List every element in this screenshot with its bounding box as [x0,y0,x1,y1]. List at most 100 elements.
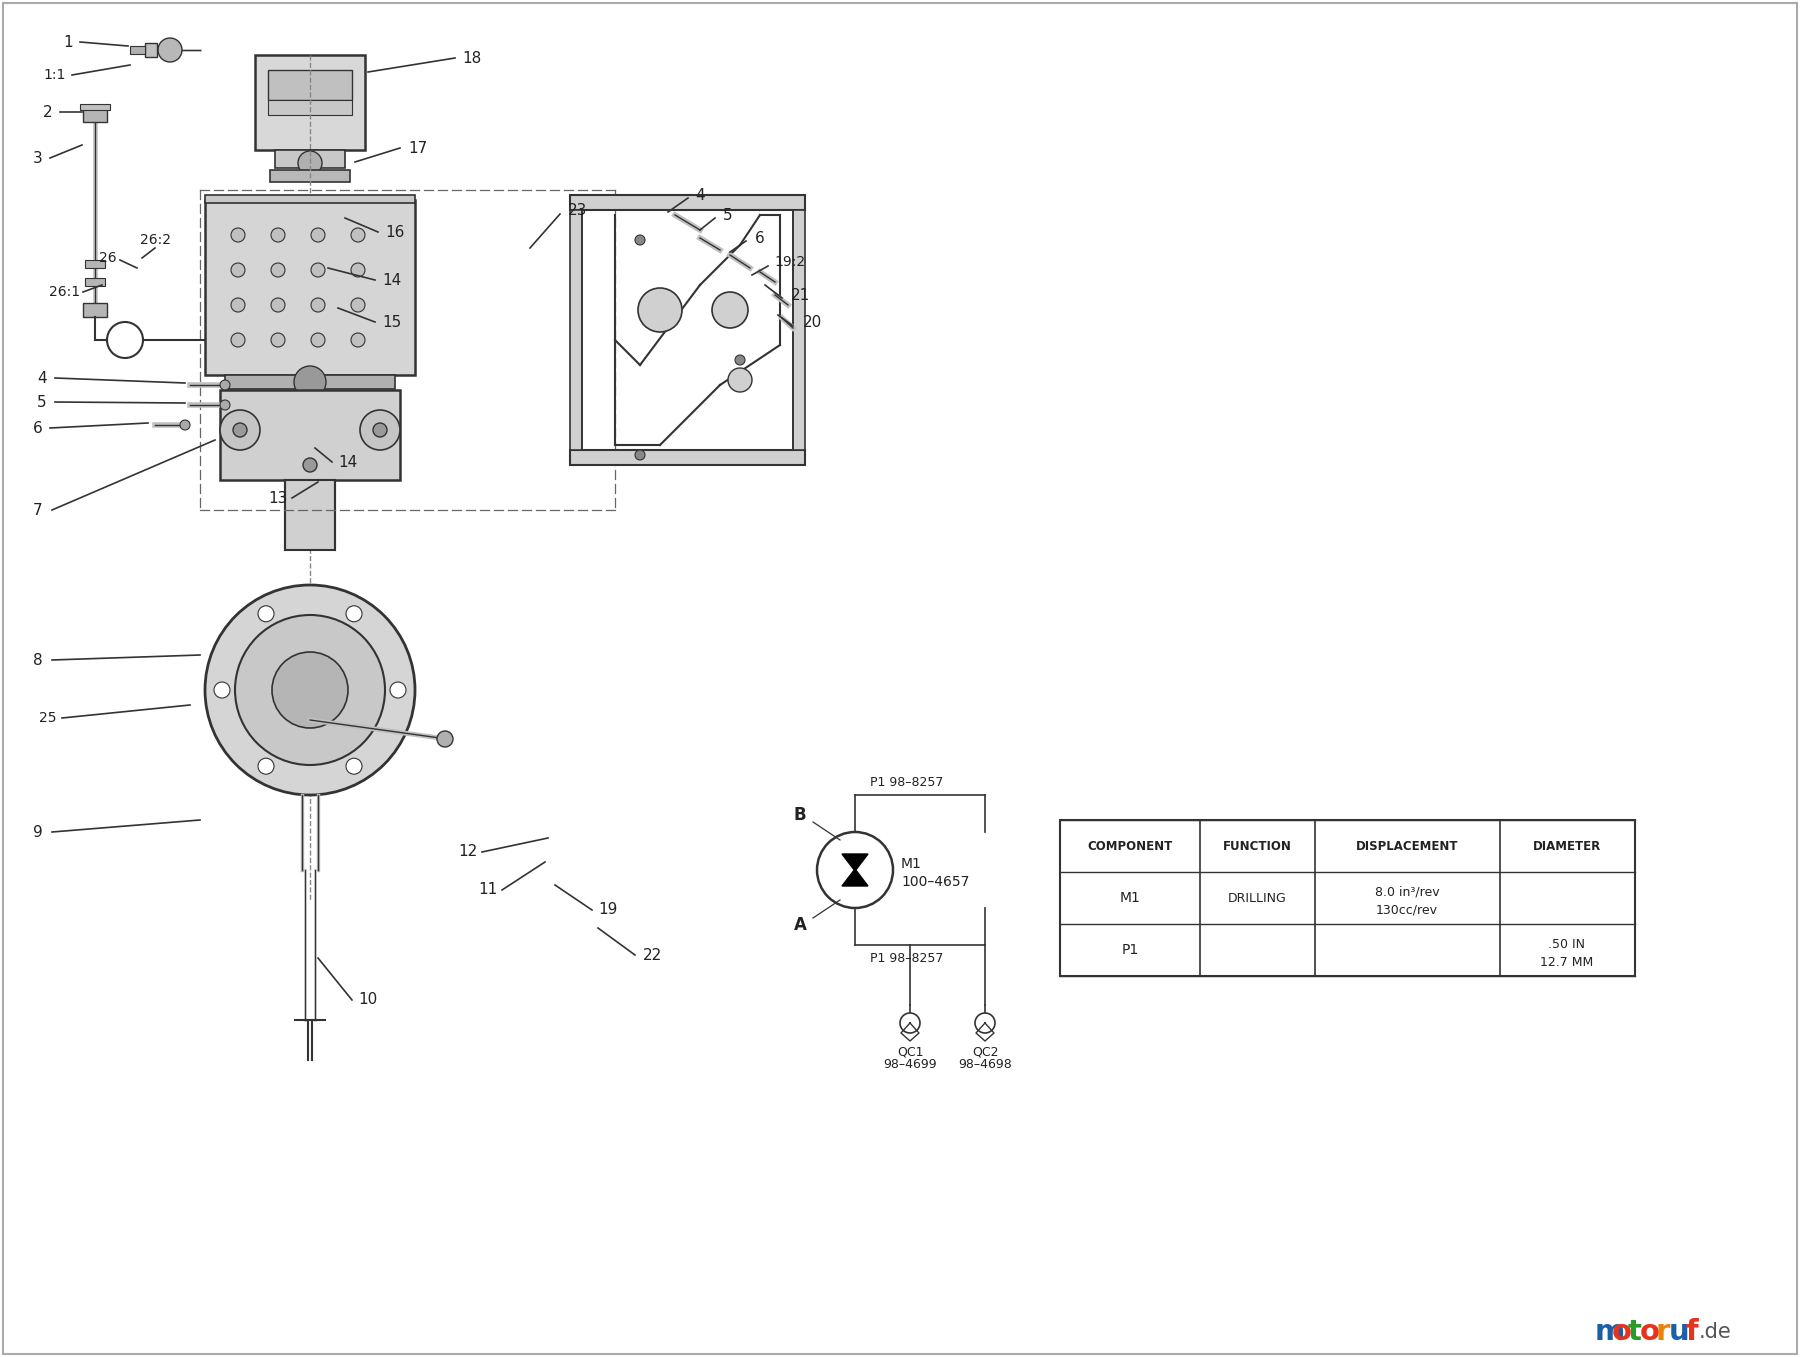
Text: P1: P1 [1121,943,1139,957]
Text: 19: 19 [598,902,617,917]
Circle shape [900,1012,920,1033]
Text: 98–4698: 98–4698 [958,1058,1012,1072]
Circle shape [727,368,752,392]
Text: 13: 13 [268,490,288,506]
Circle shape [311,263,326,277]
Text: QC2: QC2 [972,1045,999,1058]
Text: A: A [794,916,806,934]
Text: 8: 8 [32,653,43,668]
Bar [225,375,394,389]
Text: o: o [1640,1318,1660,1346]
Bar [275,151,346,168]
Bar [85,261,104,267]
Text: 12.7 MM: 12.7 MM [1541,955,1593,969]
Bar [270,170,349,182]
Circle shape [272,651,347,727]
Text: 26: 26 [99,251,117,265]
Text: FUNCTION: FUNCTION [1222,840,1291,852]
Circle shape [220,410,259,451]
Circle shape [311,332,326,347]
Bar [220,389,400,480]
Text: M1: M1 [1120,892,1141,905]
Text: 22: 22 [643,947,662,962]
Bar [1060,820,1634,976]
Polygon shape [842,868,868,886]
Circle shape [214,683,230,697]
Text: 5: 5 [38,395,47,410]
Bar [256,56,365,151]
Text: 23: 23 [569,202,587,217]
Bar [205,195,416,204]
Text: r: r [1656,1318,1670,1346]
Bar [85,278,104,286]
Text: 9: 9 [32,825,43,840]
Text: 4: 4 [38,370,47,385]
Circle shape [302,459,317,472]
Text: 1: 1 [63,34,72,49]
Text: 11: 11 [479,882,497,897]
Text: t: t [1627,1318,1642,1346]
Text: f: f [1685,1318,1697,1346]
Bar [205,199,416,375]
Bar [284,480,335,550]
Text: B: B [794,806,806,824]
Text: QC1: QC1 [896,1045,923,1058]
Text: o: o [1613,1318,1633,1346]
Bar [571,210,581,451]
Circle shape [272,299,284,312]
Text: 1:1: 1:1 [43,68,67,81]
Text: 14: 14 [382,273,401,288]
Text: 21: 21 [790,288,810,303]
Text: 6: 6 [32,421,43,436]
Polygon shape [842,854,868,871]
Text: 4: 4 [695,187,706,202]
Text: COMPONENT: COMPONENT [1087,840,1172,852]
Circle shape [311,299,326,312]
Circle shape [360,410,400,451]
Circle shape [351,299,365,312]
Circle shape [311,228,326,242]
Circle shape [236,615,385,765]
Text: 20: 20 [803,315,821,330]
Text: 16: 16 [385,224,405,239]
Text: 100–4657: 100–4657 [902,875,970,889]
Circle shape [230,299,245,312]
Circle shape [293,366,326,398]
Text: 18: 18 [463,50,482,65]
Circle shape [232,423,247,437]
Circle shape [351,228,365,242]
Bar [83,109,106,122]
Circle shape [230,332,245,347]
Text: 10: 10 [358,992,378,1007]
Text: 19:2: 19:2 [774,255,806,269]
Text: DIAMETER: DIAMETER [1534,840,1602,852]
Circle shape [373,423,387,437]
Text: P1 98–8257: P1 98–8257 [869,951,943,965]
Text: .de: .de [1699,1322,1732,1342]
Text: .50 IN: .50 IN [1548,938,1586,950]
Text: 98–4699: 98–4699 [884,1058,936,1072]
Bar [146,43,157,57]
Circle shape [346,759,362,775]
Text: DRILLING: DRILLING [1228,892,1287,905]
Circle shape [257,605,274,622]
Text: 12: 12 [459,844,477,859]
Circle shape [180,421,191,430]
Circle shape [257,759,274,775]
Circle shape [637,288,682,332]
Circle shape [346,605,362,622]
Circle shape [220,380,230,389]
Text: 26:2: 26:2 [140,233,171,247]
Text: 6: 6 [756,231,765,246]
Circle shape [351,332,365,347]
Circle shape [437,731,454,746]
Bar [571,195,805,210]
Circle shape [976,1012,995,1033]
Text: 2: 2 [43,104,52,119]
Text: 130cc/rev: 130cc/rev [1375,904,1438,916]
Text: 14: 14 [338,455,358,470]
Text: DISPLACEMENT: DISPLACEMENT [1355,840,1458,852]
Text: 7: 7 [32,502,43,517]
Circle shape [351,263,365,277]
Bar [268,100,353,115]
